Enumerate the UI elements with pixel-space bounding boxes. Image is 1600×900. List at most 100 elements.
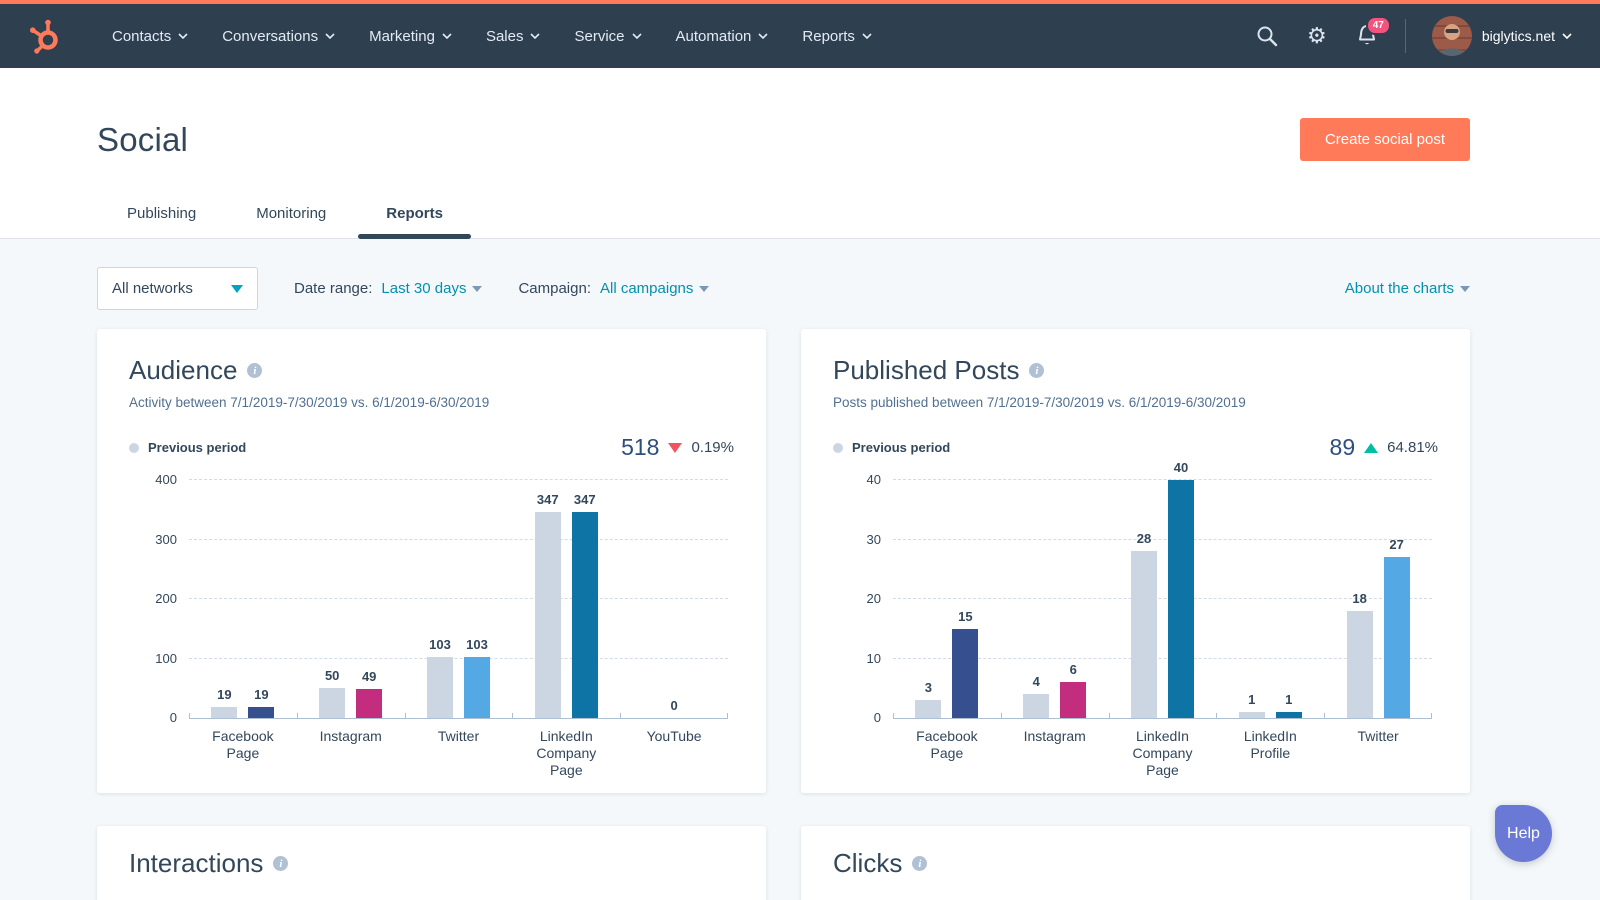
nav-item-label: Contacts [112, 27, 172, 45]
bar-group: 4 6 Instagram [1000, 481, 1109, 744]
info-icon[interactable]: i [247, 363, 263, 378]
audience-total-value: 518 [621, 434, 660, 460]
nav-item-label: Automation [675, 27, 752, 45]
category-label: Twitter [1357, 728, 1399, 744]
second-charts-row: Interactions i Clicks i [97, 826, 1470, 900]
y-axis-tick-label: 0 [169, 710, 177, 725]
hubspot-logo-icon[interactable] [26, 16, 66, 56]
nav-item-label: Conversations [222, 27, 319, 45]
current-period-bar[interactable] [952, 629, 979, 718]
network-filter-select[interactable]: All networks [97, 267, 258, 310]
user-avatar [1431, 16, 1472, 56]
bar-value-label: 40 [1173, 460, 1189, 475]
chevron-down-icon [530, 33, 541, 39]
nav-item-label: Service [574, 27, 625, 45]
published-posts-total-value: 89 [1329, 434, 1356, 460]
tab-monitoring[interactable]: Monitoring [256, 205, 327, 222]
y-axis-tick-label: 30 [866, 531, 881, 547]
interactions-card-title: Interactions [129, 848, 264, 878]
info-icon[interactable]: i [1029, 363, 1045, 378]
notifications-bell-icon[interactable]: 47 [1355, 16, 1391, 48]
settings-gear-icon[interactable]: ⚙ [1306, 23, 1327, 48]
info-icon[interactable]: i [273, 856, 289, 871]
chevron-down-icon [325, 33, 335, 39]
account-name-label: biglytics.net [1481, 28, 1555, 44]
page-title: Social [97, 120, 189, 158]
current-period-bar[interactable] [1167, 480, 1194, 718]
info-icon[interactable]: i [912, 856, 928, 871]
category-label: LinkedIn Company Page [1132, 728, 1193, 778]
previous-period-bar[interactable] [534, 512, 561, 718]
nav-item-automation[interactable]: Automation [662, 18, 783, 55]
bar-value-label: 3 [924, 680, 932, 695]
previous-period-bar[interactable] [1023, 694, 1050, 718]
page-header: Social Create social post Publishing Mon… [0, 68, 1600, 239]
campaign-dropdown[interactable]: All campaigns [600, 280, 710, 297]
main-menu: Contacts Conversations Marketing Sales S… [98, 18, 886, 55]
account-menu[interactable]: biglytics.net [1431, 16, 1572, 56]
previous-period-bar[interactable] [319, 688, 346, 718]
published-posts-card-subtitle: Posts published between 7/1/2019-7/30/20… [833, 395, 1246, 410]
current-period-bar[interactable] [1275, 712, 1302, 718]
bar-group: 3 15 Facebook Page [893, 481, 1001, 761]
nav-item-service[interactable]: Service [560, 18, 655, 55]
clicks-card: Clicks i [801, 826, 1470, 900]
nav-divider [1404, 19, 1406, 53]
category-label: Instagram [1023, 728, 1086, 744]
previous-period-bar[interactable] [1238, 712, 1265, 718]
nav-item-reports[interactable]: Reports [788, 18, 886, 55]
bar-group: 103 103 Twitter [404, 481, 513, 744]
notification-count-badge: 47 [1365, 16, 1391, 35]
category-label: Twitter [437, 728, 480, 744]
bar-value-label: 28 [1136, 531, 1152, 546]
interactions-card: Interactions i [97, 826, 766, 900]
previous-period-bar[interactable] [426, 657, 453, 718]
nav-item-sales[interactable]: Sales [472, 18, 555, 55]
audience-card-subtitle: Activity between 7/1/2019-7/30/2019 vs. … [129, 395, 490, 410]
previous-period-bar[interactable] [1346, 611, 1373, 718]
bar-value-label: 347 [536, 492, 559, 507]
chevron-down-icon [862, 33, 872, 39]
help-button[interactable]: Help [1495, 805, 1552, 862]
chevron-down-icon [631, 33, 642, 39]
bar-value-label: 103 [429, 637, 451, 652]
previous-period-bar[interactable] [915, 700, 942, 718]
chevron-down-icon [442, 33, 452, 39]
current-period-bar[interactable] [571, 512, 598, 718]
nav-item-label: Sales [485, 27, 524, 45]
current-period-bar[interactable] [1060, 682, 1087, 718]
caret-down-icon [231, 284, 243, 293]
nav-item-label: Marketing [369, 27, 435, 45]
create-social-post-button[interactable]: Create social post [1299, 118, 1470, 161]
bar-value-label: 49 [361, 669, 377, 684]
bar-value-label: 15 [958, 609, 973, 624]
nav-item-conversations[interactable]: Conversations [208, 18, 349, 55]
gridline: 400 [155, 472, 728, 487]
current-period-bar[interactable] [463, 657, 490, 718]
current-period-bar[interactable] [1383, 557, 1410, 718]
search-icon[interactable] [1255, 24, 1279, 48]
current-period-bar[interactable] [248, 707, 275, 718]
published-posts-change-value: 64.81% [1387, 439, 1438, 456]
category-label: LinkedIn Company Page [536, 728, 597, 778]
published-posts-card-title: Published Posts [833, 355, 1020, 385]
tab-publishing[interactable]: Publishing [127, 205, 197, 222]
bar-value-label: 19 [254, 687, 269, 702]
nav-item-contacts[interactable]: Contacts [98, 18, 202, 55]
clicks-card-title: Clicks [833, 848, 903, 878]
current-period-bar[interactable] [356, 689, 383, 718]
tab-reports[interactable]: Reports [356, 191, 473, 239]
gridline: 10 [867, 651, 1432, 666]
date-range-dropdown[interactable]: Last 30 days [381, 280, 483, 297]
published-posts-bar-chart: 0 10 20 30 40 3 15 Facebook Page 4 6 Instagram 28 40… [867, 460, 1432, 778]
audience-total-metric: 518 0.19% [621, 434, 734, 461]
chevron-down-icon [758, 33, 768, 39]
top-navigation: Contacts Conversations Marketing Sales S… [0, 0, 1600, 68]
gridline: 30 [867, 532, 1432, 547]
previous-period-bar[interactable] [211, 707, 238, 718]
nav-item-marketing[interactable]: Marketing [355, 18, 466, 55]
campaign-filter: Campaign: All campaigns [518, 280, 710, 297]
about-the-charts-link[interactable]: About the charts [1345, 280, 1470, 297]
previous-period-bar[interactable] [1130, 551, 1157, 718]
gridline: 100 [155, 651, 728, 666]
